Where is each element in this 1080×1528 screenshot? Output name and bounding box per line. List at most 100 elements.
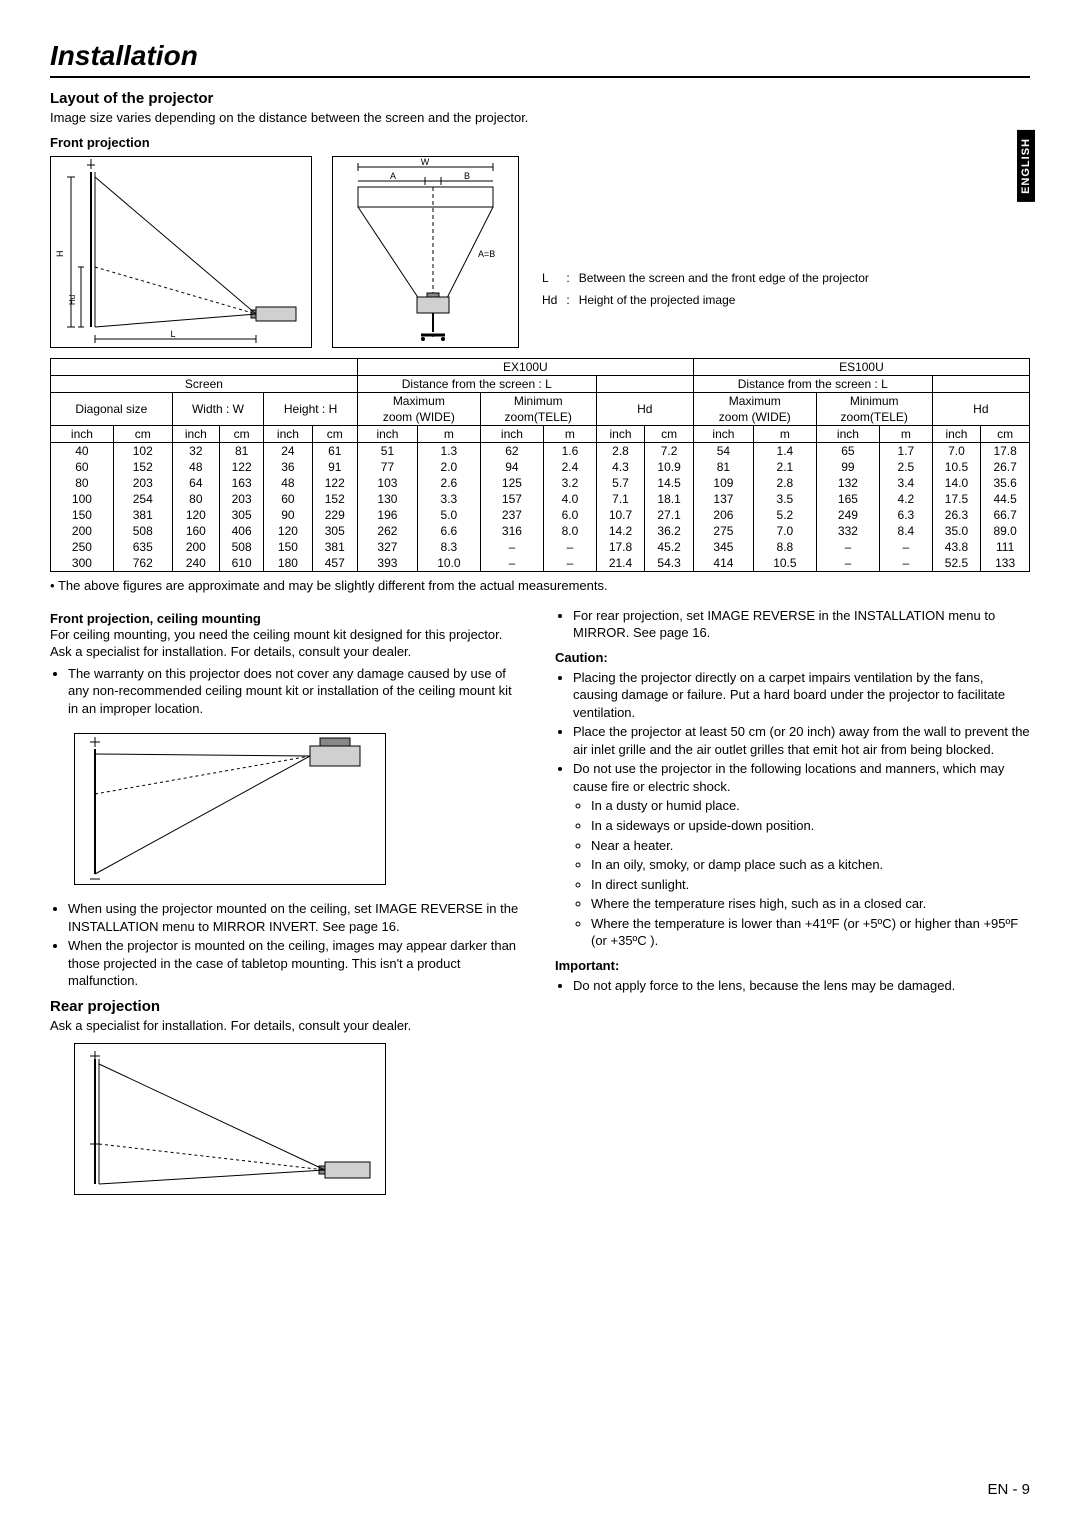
table-cell: 24 [264,442,312,459]
label-aeqb: A=B [478,249,495,259]
table-cell: 66.7 [981,507,1030,523]
table-cell: 10.5 [754,555,817,572]
table-cell: 133 [981,555,1030,572]
diagram-row: H Hd L [50,156,1030,348]
table-cell: 120 [172,507,219,523]
table-cell: 10.7 [596,507,645,523]
table-cell: 3.3 [418,491,481,507]
table-cell: 36 [264,459,312,475]
table-cell: – [480,539,543,555]
table-cell: 5.2 [754,507,817,523]
table-cell: 89.0 [981,523,1030,539]
table-cell: 229 [312,507,357,523]
table-footnote: The above figures are approximate and ma… [68,578,1030,593]
table-cell: 14.0 [932,475,981,491]
table-row: 4010232812461511.3621.62.87.2541.4651.77… [51,442,1030,459]
table-cell: 32 [172,442,219,459]
table-cell: 305 [312,523,357,539]
front-projection-heading: Front projection [50,135,1030,150]
table-cell: 508 [219,539,263,555]
model2-header: ES100U [693,358,1029,375]
rear-setting-bullet: For rear projection, set IMAGE REVERSE i… [573,607,1030,642]
table-cell: 300 [51,555,114,572]
table-cell: 8.4 [880,523,933,539]
table-cell: 80 [51,475,114,491]
table-cell: 762 [113,555,172,572]
rear-projection-diagram [74,1043,386,1195]
left-column: Front projection, ceiling mounting For c… [50,603,525,1206]
label-b: B [464,171,470,181]
table-cell: 77 [357,459,417,475]
table-cell: 635 [113,539,172,555]
table-cell: 14.5 [645,475,694,491]
label-hd: Hd [68,294,77,304]
table-cell: 237 [480,507,543,523]
table-cell: 40 [51,442,114,459]
table-row: 30076224061018045739310.0––21.454.341410… [51,555,1030,572]
table-cell: 81 [693,459,753,475]
table-cell: 61 [312,442,357,459]
caution-item-text: Do not use the projector in the followin… [573,761,1004,794]
table-row: 60152481223691772.0942.44.310.9812.1992.… [51,459,1030,475]
table-cell: 26.3 [932,507,981,523]
table-cell: 2.1 [754,459,817,475]
table-cell: 44.5 [981,491,1030,507]
table-cell: 100 [51,491,114,507]
table-cell: 80 [172,491,219,507]
table-cell: 10.9 [645,459,694,475]
table-cell: – [880,539,933,555]
table-cell: 51 [357,442,417,459]
table-cell: 2.8 [596,442,645,459]
table-cell: 1.7 [880,442,933,459]
table-cell: 157 [480,491,543,507]
table-cell: 180 [264,555,312,572]
table-cell: 60 [51,459,114,475]
table-cell: 64 [172,475,219,491]
caution-subitem: In a sideways or upside-down position. [591,817,1030,835]
manual-page: Installation ENGLISH Layout of the proje… [0,0,1080,1528]
front-projection-top-diagram: W A B A=B [332,156,519,348]
table-cell: 109 [693,475,753,491]
table-cell: 7.2 [645,442,694,459]
table-cell: 35.6 [981,475,1030,491]
projection-distance-table: EX100U ES100U Screen Distance from the s… [50,358,1030,572]
table-cell: 414 [693,555,753,572]
table-row: 2506352005081503813278.3––17.845.23458.8… [51,539,1030,555]
ceiling-heading: Front projection, ceiling mounting [50,611,525,626]
table-cell: 152 [312,491,357,507]
table-cell: 316 [480,523,543,539]
table-cell: 254 [113,491,172,507]
table-cell: 345 [693,539,753,555]
table-cell: – [544,555,597,572]
table-cell: – [816,539,879,555]
table-cell: 1.6 [544,442,597,459]
section-heading: Layout of the projector [50,90,1030,107]
table-cell: 206 [693,507,753,523]
table-cell: – [544,539,597,555]
table-cell: 10.0 [418,555,481,572]
table-cell: 7.1 [596,491,645,507]
table-cell: 275 [693,523,753,539]
table-cell: 103 [357,475,417,491]
table-cell: 150 [51,507,114,523]
table-cell: 94 [480,459,543,475]
table-cell: 327 [357,539,417,555]
table-cell: 137 [693,491,753,507]
table-cell: 62 [480,442,543,459]
table-cell: 130 [357,491,417,507]
table-cell: 54.3 [645,555,694,572]
language-tab: ENGLISH [1017,130,1035,202]
important-heading: Important: [555,958,1030,973]
table-cell: 52.5 [932,555,981,572]
table-cell: 1.4 [754,442,817,459]
table-cell: 4.0 [544,491,597,507]
ceiling-bullet: When the projector is mounted on the cei… [68,937,525,990]
table-cell: 152 [113,459,172,475]
table-cell: 125 [480,475,543,491]
table-cell: 21.4 [596,555,645,572]
table-cell: 45.2 [645,539,694,555]
caution-subitem: Near a heater. [591,837,1030,855]
table-cell: 249 [816,507,879,523]
table-cell: 17.5 [932,491,981,507]
table-cell: 457 [312,555,357,572]
